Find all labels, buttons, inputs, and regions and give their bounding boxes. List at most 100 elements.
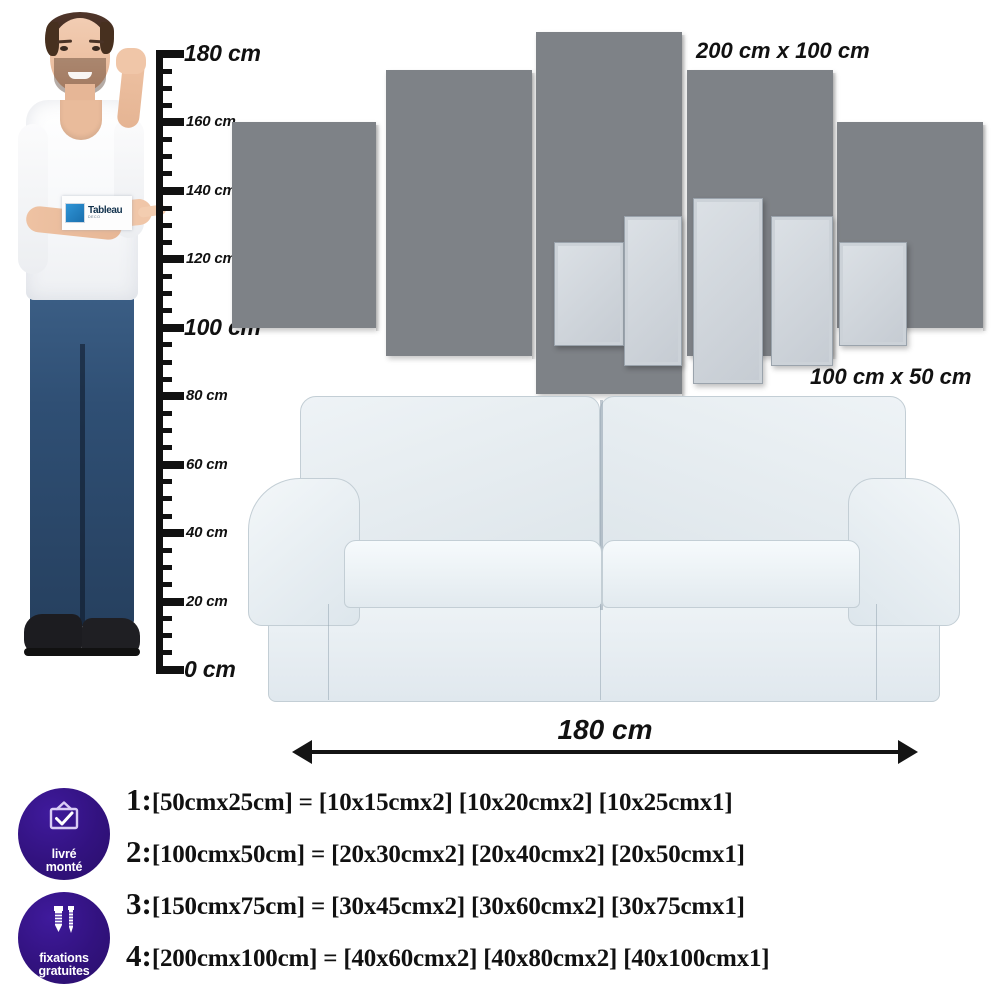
sofa-cushion-gap (600, 400, 603, 610)
ruler-tick-minor (156, 205, 172, 211)
ruler-tick-minor (156, 273, 172, 279)
badge-livre-monte-line2: monté (45, 859, 83, 874)
ruler-tick-minor (156, 633, 172, 639)
ruler-label-80: 80 cm (186, 387, 228, 405)
ruler-tick-minor (156, 308, 172, 314)
shoe-soles (24, 648, 140, 656)
small-panel-2 (624, 216, 682, 366)
hair-side-left (45, 22, 59, 56)
spec-row: 4: [200cmx100cm] = [40x60cmx2] [40x80cmx2… (126, 938, 992, 988)
mouth (68, 72, 92, 79)
sofa-width-label: 180 cm (557, 714, 653, 745)
eye-left (60, 46, 68, 51)
ruler-tick-minor (156, 154, 172, 160)
ruler-tick-minor (156, 616, 172, 622)
spec-row-body: [100cmx50cm] = [20x30cmx2] [20x40cmx2] [… (151, 841, 745, 868)
ruler-tick-major (156, 392, 184, 401)
ruler-tick-minor (156, 581, 172, 587)
ruler-label-40: 40 cm (186, 524, 228, 542)
spec-row: 2: [100cmx50cm] = [20x30cmx2] [20x40cmx2]… (126, 834, 992, 884)
badge-fixations-gratuites[interactable]: fixations gratuites (18, 892, 110, 984)
ruler-tick-minor (156, 410, 172, 416)
large-panel-2 (386, 70, 536, 359)
sofa-skirt (268, 598, 940, 702)
small-panel-1 (554, 242, 624, 346)
ruler-label-120: 120 cm (186, 250, 236, 268)
ruler-tick-minor (156, 85, 172, 91)
small-panel-5 (839, 242, 907, 346)
badge-fixations-line2: gratuites (38, 963, 90, 978)
sofa-skirt-crease-1 (328, 604, 329, 700)
ruler-tick-minor (156, 171, 172, 177)
sleeve-left (18, 124, 48, 274)
ruler-tick-minor (156, 359, 172, 365)
ruler-tick-minor (156, 239, 172, 245)
box-check-icon (18, 800, 110, 834)
collar (60, 100, 102, 140)
dimension-line (310, 750, 900, 754)
shirt-logo-subtext: DECO (88, 215, 101, 220)
ruler-label-140: 140 cm (186, 181, 236, 199)
ruler-tick-major (156, 323, 184, 332)
ruler-tick-minor (156, 137, 172, 143)
spec-row-number: 2: (126, 834, 152, 869)
spec-row-body: [150cmx75cm] = [30x45cmx2] [30x60cmx2] [… (151, 893, 745, 920)
small-panel-4 (771, 216, 833, 366)
sofa-illustration (248, 382, 960, 704)
hand-right (116, 48, 146, 74)
spec-row-number: 4: (126, 938, 152, 973)
person-illustration: Tableau DECO (8, 12, 167, 694)
spec-row: 1: [50cmx25cm] = [10x15cmx2] [10x20cmx2] … (126, 782, 992, 832)
ruler-label-160: 160 cm (186, 113, 236, 131)
small-set-dimension-label: 100 cm x 50 cm (810, 364, 972, 389)
sofa-skirt-crease-3 (876, 604, 877, 700)
badge-livre-monte-line1: livré (51, 847, 77, 861)
ruler-label-0: 0 cm (184, 656, 236, 682)
large-set-dimension-label: 200 cm x 100 cm (696, 38, 870, 63)
sofa-arm-right (848, 478, 960, 626)
ruler-tick-minor (156, 513, 172, 519)
ruler-tick-minor (156, 445, 172, 451)
ruler-tick-major (156, 118, 184, 127)
ruler-label-20: 20 cm (186, 592, 228, 610)
ruler-tick-major (156, 666, 184, 674)
ruler-tick-minor (156, 376, 172, 382)
large-panel-1 (232, 122, 380, 331)
ruler-tick-major (156, 255, 184, 264)
ruler-tick-major (156, 529, 184, 538)
hair-side-right (100, 22, 114, 54)
eye-right (92, 46, 100, 51)
size-spec-table: 1: [50cmx25cm] = [10x15cmx2] [10x20cmx2] … (126, 782, 992, 994)
ruler-tick-minor (156, 102, 172, 108)
spec-row: 3: [150cmx75cm] = [30x45cmx2] [30x60cmx2]… (126, 886, 992, 936)
sofa-skirt-crease-2 (600, 604, 601, 700)
arrow-right-icon (898, 740, 918, 764)
ruler-tick-minor (156, 479, 172, 485)
ruler-tick-minor (156, 291, 172, 297)
shirt-logo: Tableau DECO (62, 196, 132, 230)
badge-livre-monte[interactable]: livré monté (18, 788, 110, 880)
ruler-tick-minor (156, 427, 172, 433)
ruler-label-60: 60 cm (186, 455, 228, 473)
ruler-tick-minor (156, 222, 172, 228)
ruler-tick-minor (156, 342, 172, 348)
sofa-seat-cushion-right (602, 540, 860, 608)
arrow-left-icon (292, 740, 312, 764)
shoe-left (24, 614, 82, 654)
canvas-panel-mockups: 200 cm x 100 cm 100 cm x 50 cm (232, 26, 1000, 406)
ruler-tick-minor (156, 68, 172, 74)
spec-row-body: [50cmx25cm] = [10x15cmx2] [10x20cmx2] [1… (151, 789, 733, 816)
shirt-logo-text: Tableau (88, 205, 123, 217)
ruler-tick-major (156, 186, 184, 195)
service-badges: livré monté fixations gratuites (10, 788, 120, 994)
sofa-seat-cushion-left (344, 540, 602, 608)
ruler-tick-minor (156, 564, 172, 570)
ruler-tick-minor (156, 547, 172, 553)
spec-row-number: 3: (126, 886, 152, 921)
brand-mark-icon (65, 203, 85, 223)
screws-icon (18, 904, 110, 938)
ruler-tick-major (156, 597, 184, 606)
badge-fixations-line1: fixations (39, 951, 89, 965)
spec-row-number: 1: (126, 782, 152, 817)
